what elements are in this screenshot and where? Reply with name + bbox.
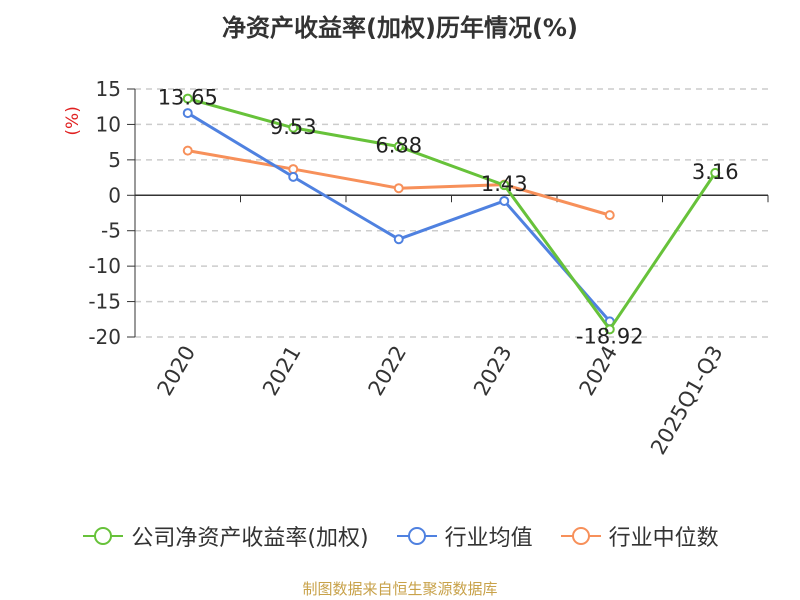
x-tick-label: 2025Q1-Q3 <box>646 342 728 459</box>
legend-item[interactable]: 行业中位数 <box>559 520 719 552</box>
legend-item[interactable]: 行业均值 <box>395 520 533 552</box>
grid-lines <box>135 88 768 338</box>
series-point <box>393 234 404 245</box>
series-point <box>288 171 299 182</box>
data-label: 13.65 <box>158 86 218 110</box>
series-point <box>288 122 299 133</box>
legend-swatch-icon <box>560 527 601 545</box>
legend-item[interactable]: 公司净资产收益率(加权) <box>81 520 369 552</box>
legend-label: 公司净资产收益率(加权) <box>131 526 369 551</box>
data-label: -18.92 <box>576 324 644 348</box>
source-note: 制图数据来自恒生聚源数据库 <box>302 580 498 598</box>
legend-label: 行业均值 <box>444 526 533 551</box>
series-point <box>604 324 615 335</box>
series-point <box>604 210 615 221</box>
data-label: 1.43 <box>481 172 528 196</box>
series-point <box>182 108 193 119</box>
x-tick-label: 2023 <box>469 342 517 400</box>
x-tick-label: 2020 <box>153 342 201 400</box>
chart-title: 净资产收益率(加权)历年情况(%) <box>222 14 578 42</box>
legend-swatch-icon <box>83 527 124 545</box>
data-label: 9.53 <box>270 115 317 139</box>
series-point <box>710 167 721 178</box>
legend-swatch-icon <box>396 527 437 545</box>
data-label: 6.88 <box>375 134 422 158</box>
legend-label: 行业中位数 <box>608 526 719 551</box>
y-tick-label: -10 <box>88 254 121 278</box>
y-tick-label: -20 <box>88 325 121 349</box>
series-point <box>393 141 404 152</box>
series-point <box>499 195 510 206</box>
y-tick-label: 10 <box>96 112 121 136</box>
y-axis-unit-label: (%) <box>63 106 83 135</box>
series-point <box>393 183 404 194</box>
series-point <box>499 180 510 191</box>
legend: 公司净资产收益率(加权) 行业均值 行业中位数 <box>0 520 800 552</box>
data-labels: 13.65 9.53 6.88 1.43 -18.92 3.16 <box>158 86 739 349</box>
series-lines <box>182 93 721 335</box>
y-tick-label: -15 <box>88 290 121 314</box>
y-tick-label: 15 <box>96 77 121 101</box>
y-tick-label: 0 <box>108 183 121 207</box>
data-label: 3.16 <box>692 160 739 184</box>
series-line <box>187 97 717 331</box>
x-tick-label: 2021 <box>258 342 306 400</box>
y-tick-label: -5 <box>101 219 121 243</box>
x-tick-label: 2024 <box>575 342 623 400</box>
series-point <box>182 145 193 156</box>
series-point <box>182 93 193 104</box>
x-tick-label: 2022 <box>364 342 412 400</box>
y-tick-label: 5 <box>108 148 121 172</box>
